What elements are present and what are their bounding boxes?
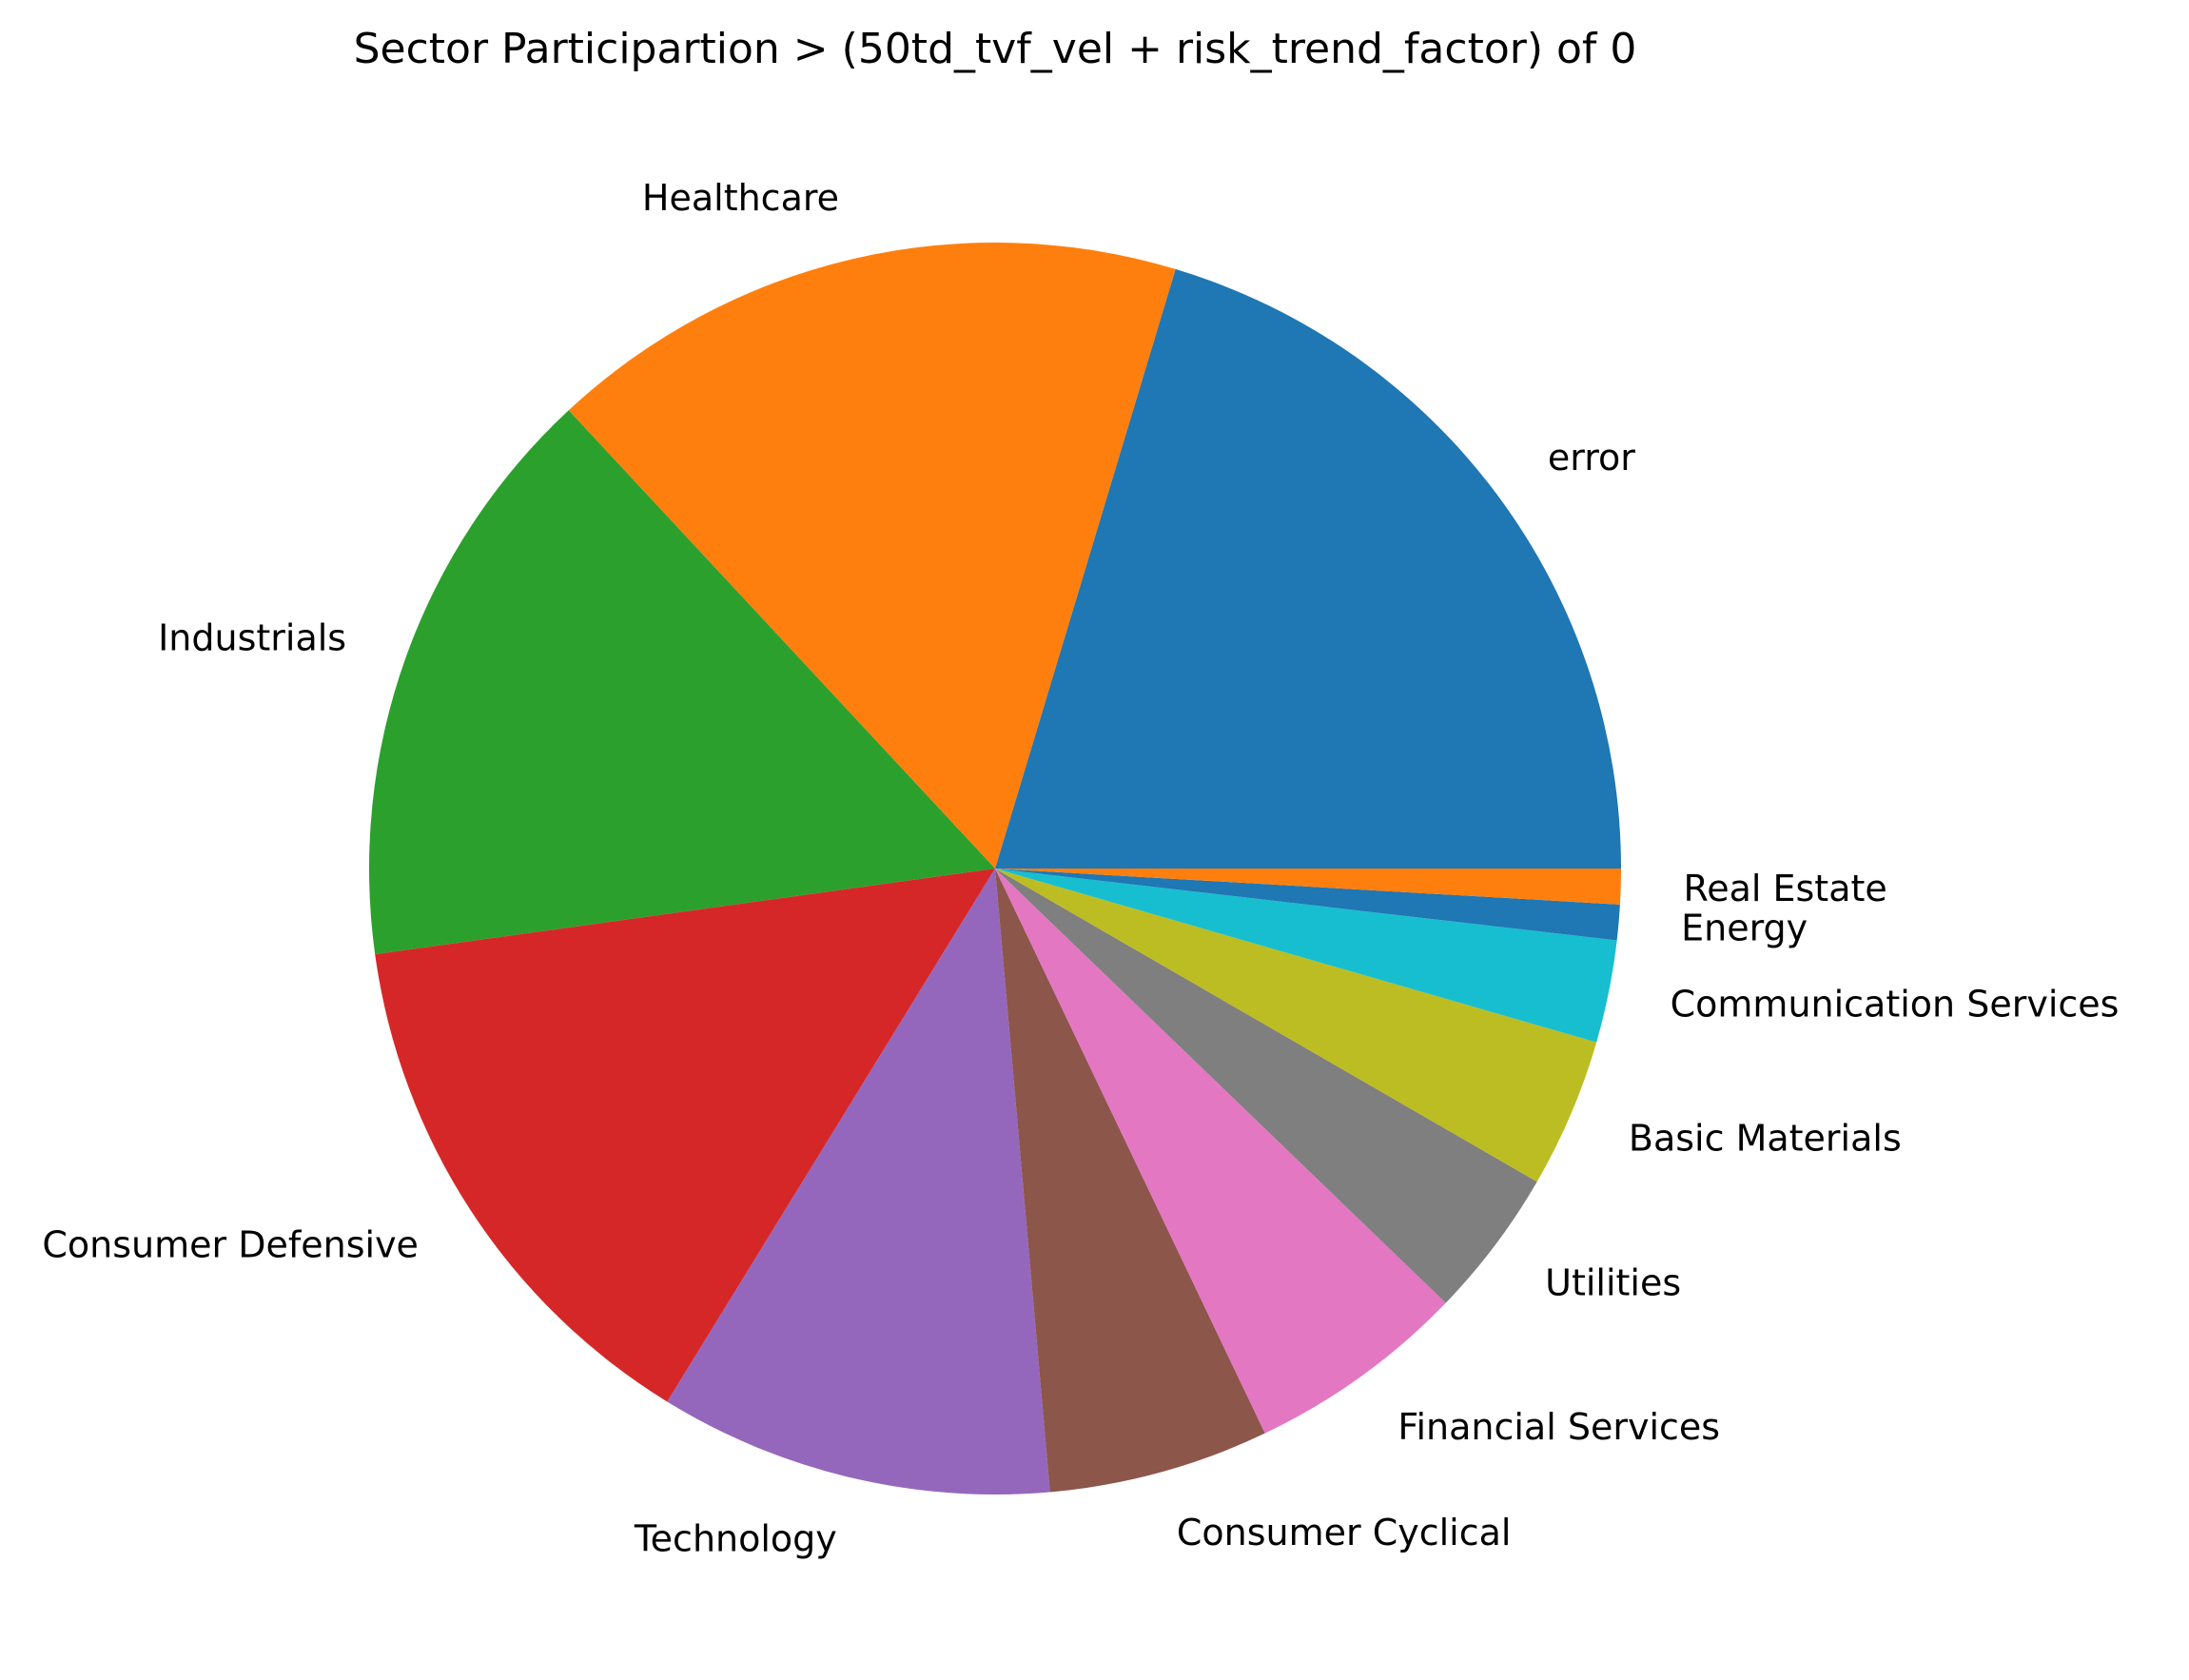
pie-label-industrials: Industrials bbox=[158, 616, 346, 658]
pie-slice-healthcare bbox=[568, 242, 1176, 869]
pie-slice-financial-services bbox=[995, 869, 1446, 1434]
pie-slice-technology bbox=[667, 869, 1050, 1494]
chart-title: Sector Participartion > (50td_tvf_vel + … bbox=[354, 25, 1637, 73]
pie-label-basic-materials: Basic Materials bbox=[1629, 1118, 1902, 1160]
pie-label-communication-services: Communication Services bbox=[1671, 983, 2120, 1025]
pie-slice-real-estate bbox=[995, 869, 1621, 905]
pie-slice-consumer-defensive bbox=[375, 869, 995, 1402]
pie-slice-utilities bbox=[995, 869, 1537, 1303]
pie-labels: error Healthcare Industrials Consumer Defen… bbox=[42, 177, 2119, 1559]
pie-label-technology: Technology bbox=[634, 1517, 837, 1559]
pie-label-healthcare: Healthcare bbox=[642, 177, 839, 219]
pie-label-utilities: Utilities bbox=[1545, 1261, 1681, 1303]
pie-label-real-estate: Real Estate bbox=[1684, 868, 1887, 909]
pie-label-consumer-cyclical: Consumer Cyclical bbox=[1177, 1512, 1512, 1553]
pie-label-financial-services: Financial Services bbox=[1397, 1406, 1720, 1448]
pie-slice-basic-materials bbox=[995, 869, 1597, 1182]
pie-slice-error bbox=[995, 268, 1621, 869]
pie-slice-communication-services bbox=[995, 869, 1617, 1043]
pie-slice-industrials bbox=[368, 410, 996, 955]
pie-slice-consumer-cyclical bbox=[995, 869, 1265, 1493]
pie-slice-energy bbox=[995, 869, 1620, 941]
pie-slices bbox=[368, 242, 1621, 1494]
pie-label-consumer-defensive: Consumer Defensive bbox=[42, 1224, 419, 1266]
pie-label-error: error bbox=[1548, 437, 1635, 479]
pie-label-energy: Energy bbox=[1681, 907, 1808, 948]
